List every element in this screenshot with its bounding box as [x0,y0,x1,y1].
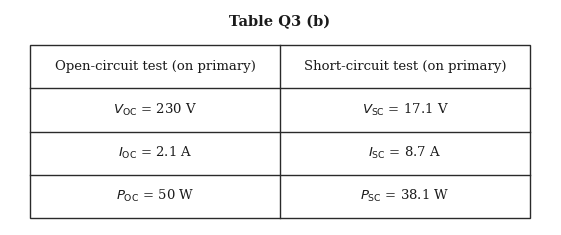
Text: $P_{\mathrm{OC}}$ = 50 W: $P_{\mathrm{OC}}$ = 50 W [116,188,194,204]
Text: $V_{\mathrm{SC}}$ = 17.1 V: $V_{\mathrm{SC}}$ = 17.1 V [362,102,448,118]
Text: Table Q3 (b): Table Q3 (b) [229,15,330,29]
Text: Short-circuit test (on primary): Short-circuit test (on primary) [304,60,506,73]
Bar [30,45,530,218]
Text: $V_{\mathrm{OC}}$ = 230 V: $V_{\mathrm{OC}}$ = 230 V [113,102,197,118]
Text: $I_{\mathrm{SC}}$ = 8.7 A: $I_{\mathrm{SC}}$ = 8.7 A [369,145,442,161]
Text: $I_{\mathrm{OC}}$ = 2.1 A: $I_{\mathrm{OC}}$ = 2.1 A [118,145,192,161]
Text: Open-circuit test (on primary): Open-circuit test (on primary) [54,60,255,73]
Text: $P_{\mathrm{SC}}$ = 38.1 W: $P_{\mathrm{SC}}$ = 38.1 W [360,188,449,204]
